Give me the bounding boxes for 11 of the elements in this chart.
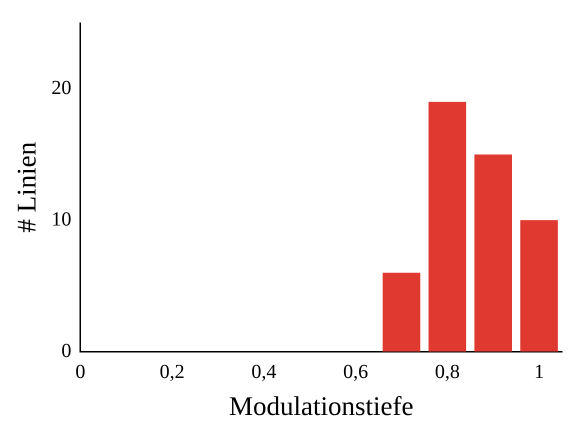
x-tick-label: 0 <box>75 360 86 383</box>
x-tick-label: 0,6 <box>343 360 368 383</box>
y-tick-label: 20 <box>51 76 72 99</box>
y-tick-label: 0 <box>61 340 72 362</box>
x-tick-label: 1 <box>534 360 544 383</box>
x-tick-label: 0,4 <box>251 360 276 383</box>
x-axis-title: Modulationstiefe <box>228 390 414 421</box>
x-tick-label: 0,2 <box>160 360 185 383</box>
y-tick-label: 10 <box>51 208 72 230</box>
y-axis-title: # Linien <box>11 141 42 233</box>
x-tick-label: 0,8 <box>434 360 460 383</box>
